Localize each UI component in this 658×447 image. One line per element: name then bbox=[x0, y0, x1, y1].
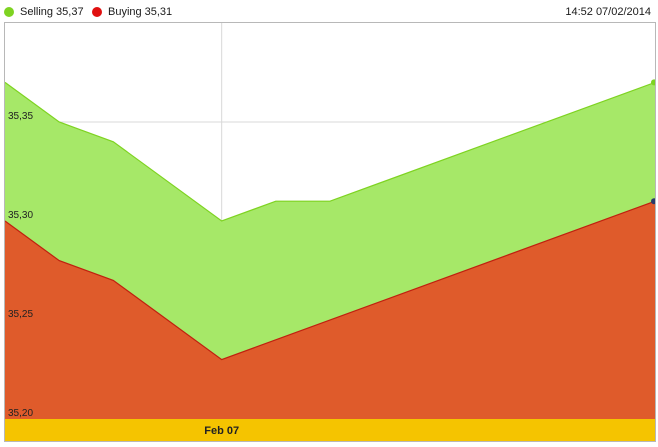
chart-area[interactable]: 35,20 35,25 35,30 35,35 Feb 07 bbox=[4, 22, 656, 442]
legend-item-selling[interactable]: Selling 35,37 bbox=[4, 5, 84, 19]
legend-label-selling: Selling bbox=[20, 6, 54, 18]
x-axis-band bbox=[5, 419, 655, 441]
series-line-buying bbox=[5, 200, 655, 361]
legend-label-buying: Buying bbox=[108, 6, 142, 18]
y-tick-label: 35,20 bbox=[8, 408, 33, 419]
x-tick-label: Feb 07 bbox=[204, 425, 239, 437]
y-tick-label: 35,30 bbox=[8, 210, 33, 221]
legend-item-buying[interactable]: Buying 35,31 bbox=[92, 5, 172, 19]
buying-dot-icon bbox=[92, 7, 102, 17]
series-area-buying bbox=[5, 201, 655, 419]
legend-value-buying: 35,31 bbox=[144, 6, 173, 18]
area-chart[interactable]: 35,20 35,25 35,30 35,35 Feb 07 bbox=[5, 23, 655, 441]
y-tick-label: 35,35 bbox=[8, 111, 33, 122]
legend-value-selling: 35,37 bbox=[56, 6, 84, 18]
end-marker-selling bbox=[651, 79, 655, 86]
end-marker-buying bbox=[651, 198, 655, 205]
selling-dot-icon bbox=[4, 7, 14, 17]
chart-header: Selling 35,37 Buying 35,31 14:52 07/02/2… bbox=[0, 0, 658, 22]
y-tick-label: 35,25 bbox=[8, 309, 33, 320]
timestamp: 14:52 07/02/2014 bbox=[565, 6, 651, 18]
